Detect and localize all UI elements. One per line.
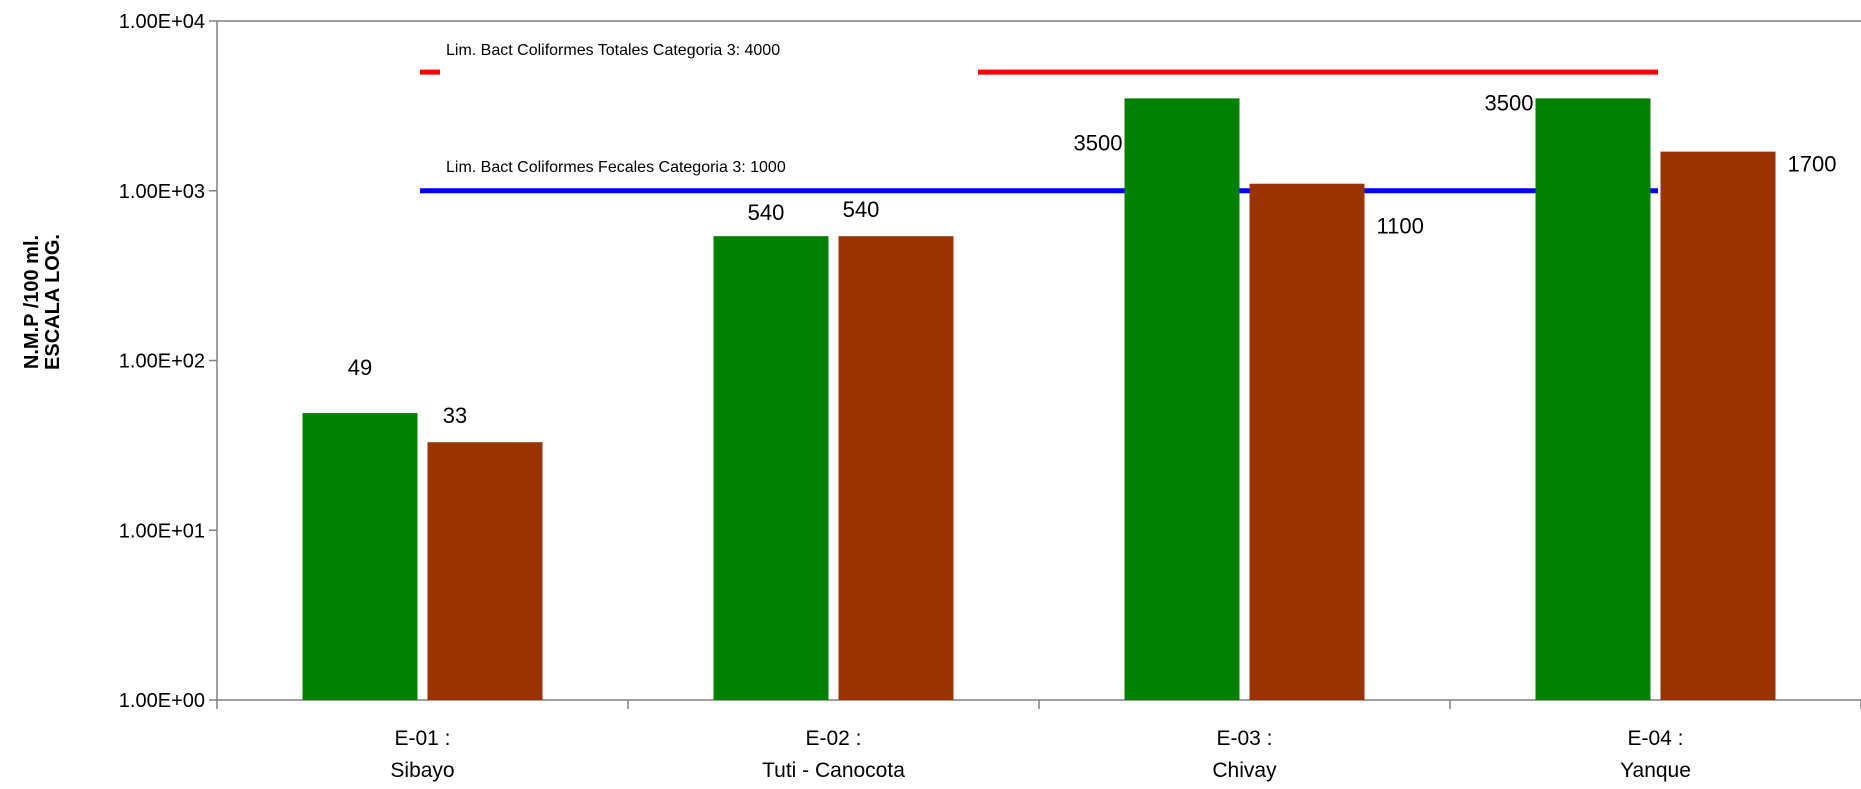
y-tick-label: 1.00E+03 — [119, 181, 205, 203]
x-category-label: E-01 : — [394, 727, 450, 750]
bar — [838, 236, 954, 701]
bar-data-label: 3500 — [1485, 90, 1534, 115]
bar — [1535, 98, 1651, 700]
bar-data-label: 540 — [748, 200, 785, 225]
x-category-label: E-02 : — [805, 727, 861, 750]
x-category-label: Tuti - Canocota — [762, 759, 905, 782]
bar — [1249, 183, 1365, 701]
x-category-label: Chivay — [1212, 759, 1277, 782]
reference-lines: Lim. Bact Coliformes Totales Categoria 3… — [420, 42, 1658, 194]
x-category-label: Yanque — [1620, 759, 1691, 782]
bar — [1660, 151, 1776, 701]
y-tick-label: 1.00E+00 — [119, 690, 205, 712]
y-axis-title: N.M.P /100 ml. ESCALA LOG. — [21, 234, 64, 370]
x-category-label: Sibayo — [390, 759, 454, 782]
bar-data-label: 1100 — [1377, 214, 1424, 239]
bar-data-label: 49 — [348, 355, 372, 380]
data-labels: 49 540 3500 3500 33 540 1100 1700 — [348, 90, 1837, 428]
bar-data-label: 33 — [443, 403, 467, 428]
y-tick-label: 1.00E+04 — [119, 11, 205, 33]
bar — [427, 442, 543, 700]
y-tick-label: 1.00E+01 — [119, 520, 205, 542]
bar — [713, 236, 829, 701]
reference-line-label: Lim. Bact Coliformes Fecales Categoria 3… — [446, 159, 786, 176]
y-axis-title-line-2: ESCALA LOG. — [42, 234, 64, 370]
bar-data-label: 540 — [843, 197, 880, 222]
bar — [1124, 98, 1240, 700]
reference-line-label: Lim. Bact Coliformes Totales Categoria 3… — [446, 42, 780, 59]
bars — [302, 98, 1776, 701]
bar — [302, 413, 418, 700]
bar-data-label: 3500 — [1074, 130, 1123, 155]
x-axis: E-01 : Sibayo E-02 : Tuti - Canocota E-03 : C… — [216, 700, 1861, 782]
x-category-label: E-03 : — [1216, 727, 1272, 750]
y-tick-label: 1.00E+02 — [119, 351, 205, 373]
y-axis-title-line-1: N.M.P /100 ml. — [21, 235, 43, 369]
bar-data-label: 1700 — [1788, 152, 1837, 177]
y-axis: 1.00E+00 1.00E+01 1.00E+02 1.00E+03 1.00E+04 — [119, 11, 217, 712]
x-category-label: E-04 : — [1627, 727, 1683, 750]
